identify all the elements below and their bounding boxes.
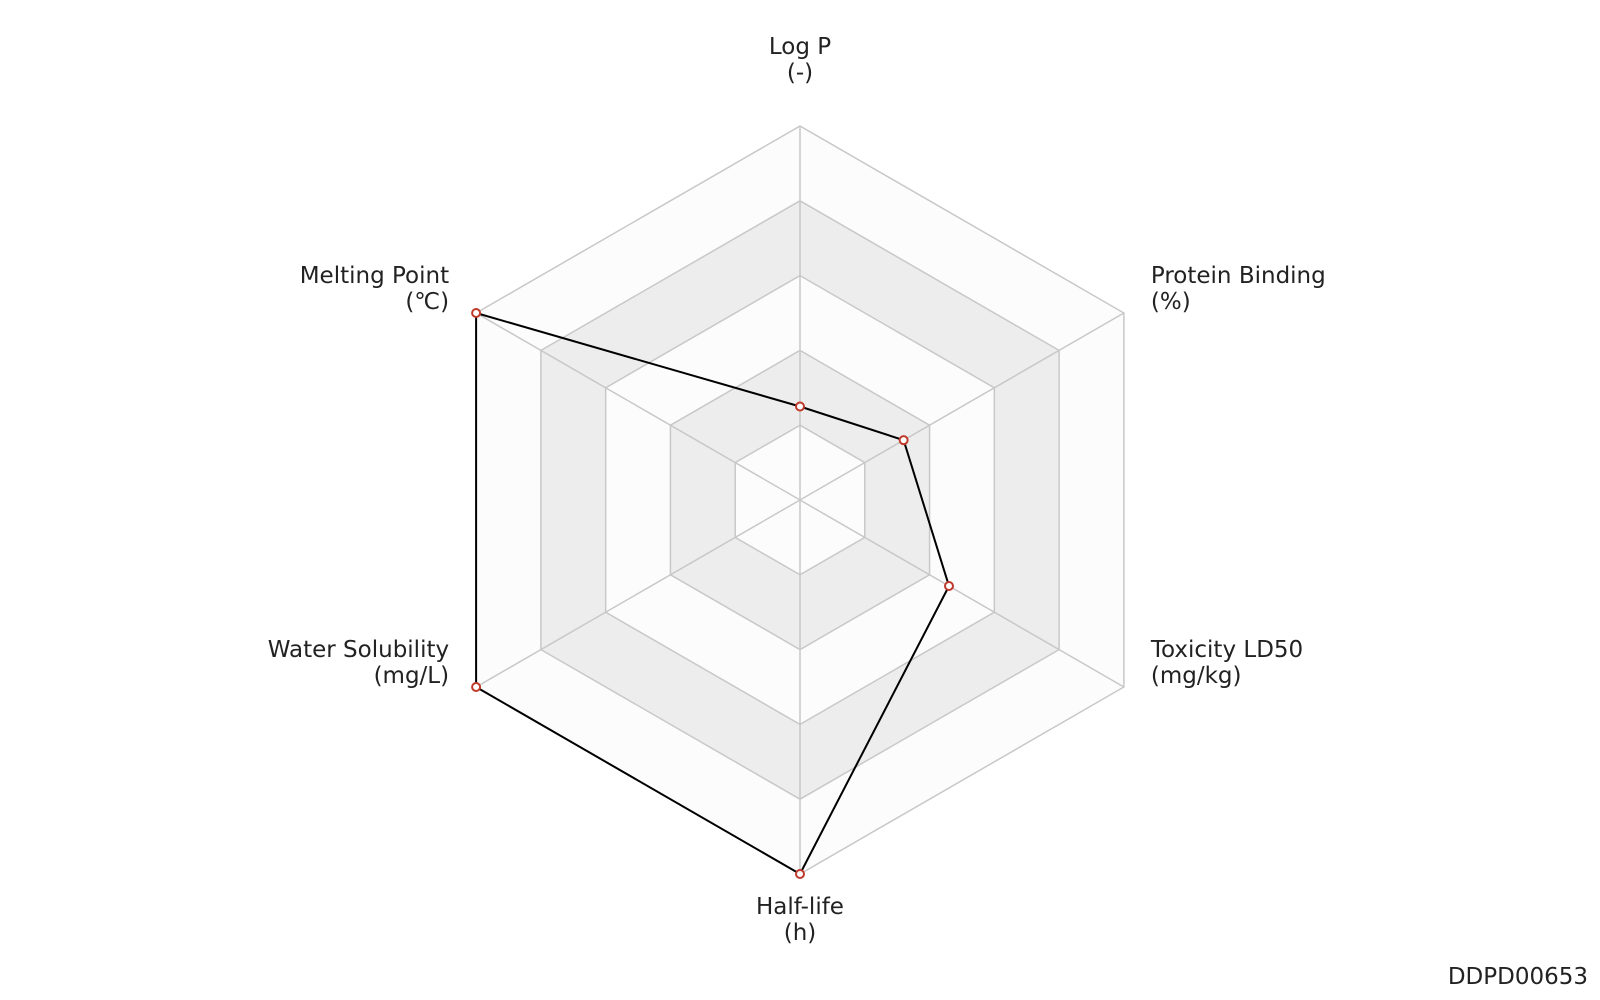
axis-spoke [799,312,1125,501]
data-point [795,869,805,879]
data-point [471,308,482,318]
axis-label: Protein Binding [1151,263,1326,289]
axis-unit: (%) [1151,289,1191,315]
data-point [471,682,482,692]
axis-unit: (h) [784,920,817,946]
axis-spoke [475,312,801,501]
data-point [943,581,954,592]
axis-label: Melting Point [300,263,449,289]
watermark: DDPD00653 [1448,964,1588,990]
axis-label: Half-life [756,894,844,920]
axis-unit: (-) [787,60,813,86]
axis-label: Log P [769,34,831,60]
axis-spoke [799,499,1125,688]
axis-label: Toxicity LD50 [1150,637,1303,663]
axis-unit: (℃) [405,289,449,315]
axis-unit: (mg/L) [374,663,450,689]
axis-spoke [475,499,801,688]
data-point [795,401,805,412]
axis-label: Water Solubility [268,637,449,663]
data-point [898,435,909,446]
axis-unit: (mg/kg) [1151,663,1242,689]
